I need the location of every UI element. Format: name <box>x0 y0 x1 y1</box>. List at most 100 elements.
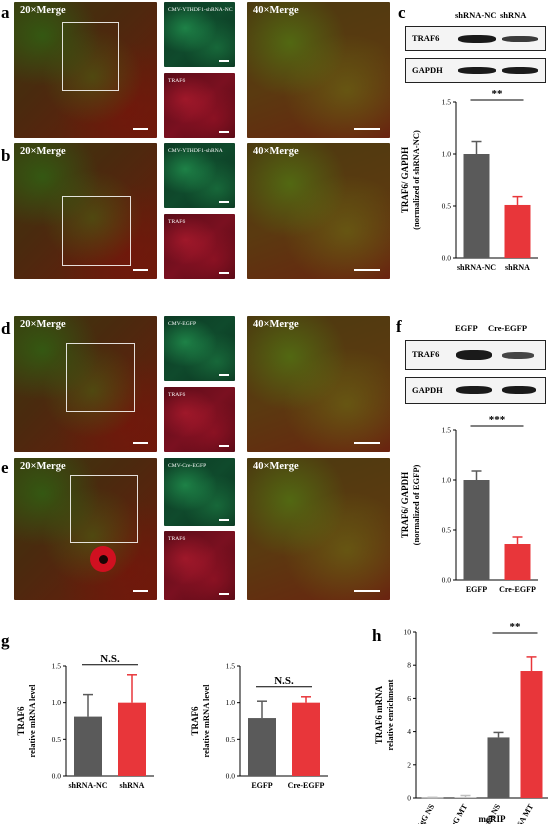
y-tick-label: 0.0 <box>442 254 452 263</box>
scale-bar <box>133 590 148 592</box>
blot-c-traf6: TRAF6 <box>405 26 546 51</box>
scale-bar <box>219 272 229 274</box>
roi-box <box>62 196 131 266</box>
y-tick-label: 0.5 <box>442 526 452 535</box>
micrograph-d-40x-merge: 40×Merge <box>247 316 390 452</box>
y-axis-label: TRAF6 <box>16 706 26 735</box>
panel-label-h: h <box>372 626 382 645</box>
roi-box <box>66 343 135 412</box>
micrograph-a-20x-merge: 20×Merge <box>14 2 157 138</box>
caption-b-green: CMV-YTHDF1-shRNA <box>168 148 223 154</box>
panel-label-b: b <box>1 146 11 165</box>
micrograph-b-green: CMV-YTHDF1-shRNA <box>164 143 235 208</box>
significance-label: N.S. <box>100 653 120 665</box>
y-axis-label-2: relative mRNA level <box>201 684 211 758</box>
caption-20x-merge: 20×Merge <box>20 461 66 472</box>
y-tick-label: 0 <box>407 794 411 803</box>
y-axis-label-2: (normalized of EGFP) <box>411 464 421 545</box>
micrograph-a-red: TRAF6 <box>164 73 235 138</box>
scale-bar <box>219 60 229 62</box>
bar-cre-egfp <box>504 544 531 580</box>
bar-igg-mt <box>454 797 477 798</box>
bar-chart-g2: 0.0 0.5 1.0 1.5 TRAF6 relative mRNA level EGFP… <box>190 662 328 790</box>
y-tick-label: 4 <box>407 727 411 736</box>
blot-c-col-1: shRNA-NC <box>455 10 497 20</box>
micrograph-b-40x-merge: 40×Merge <box>247 143 390 279</box>
y-tick-label: 0.5 <box>52 735 62 744</box>
blot-f-col-1: EGFP <box>455 323 478 333</box>
scale-bar <box>219 131 229 133</box>
micrograph-b-red: TRAF6 <box>164 214 235 279</box>
bar-egfp <box>463 480 490 580</box>
band <box>456 386 492 394</box>
y-axis-label: TRAF6/ GAPDH <box>400 472 410 538</box>
micrograph-d-20x-merge: 20×Merge <box>14 316 157 452</box>
y-tick-label: 1.0 <box>442 476 452 485</box>
micrograph-e-green: CMV-Cre-EGFP <box>164 458 235 526</box>
y-axis-label: TRAF6 mRNA <box>374 685 384 744</box>
caption-e-green: CMV-Cre-EGFP <box>168 463 207 469</box>
band <box>458 35 496 43</box>
micrograph-e-red: TRAF6 <box>164 531 235 600</box>
caption-40x-merge: 40×Merge <box>253 146 299 157</box>
x-tick-label: EGFP <box>251 781 272 790</box>
blot-row-label: GAPDH <box>412 65 443 75</box>
blot-row-label: GAPDH <box>412 385 443 395</box>
panel-label-a: a <box>1 3 10 22</box>
y-tick-label: 0.5 <box>442 202 452 211</box>
scale-bar <box>354 269 380 271</box>
scale-bar <box>219 519 229 521</box>
caption-d-red: TRAF6 <box>168 392 186 398</box>
blot-f-gapdh: GAPDH <box>405 377 546 404</box>
y-tick-label: 0.0 <box>52 772 62 781</box>
y-tick-label: 10 <box>404 628 412 637</box>
caption-e-red: TRAF6 <box>168 536 186 542</box>
micrograph-d-green: CMV-EGFP <box>164 316 235 381</box>
caption-a-green: CMV-YTHDF1-shRNA-NC <box>168 7 233 13</box>
bar-chart-c: 0.0 0.5 1.0 1.5 TRAF6/ GAPDH (normalized of s… <box>400 90 538 272</box>
y-tick-label: 1.5 <box>442 426 452 435</box>
scale-bar <box>219 374 229 376</box>
y-tick-label: 0.0 <box>226 772 236 781</box>
y-axis-label-2: relative enrichment <box>385 679 395 750</box>
y-tick-label: 0.0 <box>442 576 452 585</box>
y-tick-label: 1.5 <box>52 662 62 671</box>
caption-40x-merge: 40×Merge <box>253 319 299 330</box>
blot-row-label: TRAF6 <box>412 33 440 43</box>
y-tick-label: 1.0 <box>52 698 62 707</box>
blood-vessel <box>99 555 108 564</box>
y-axis-label: TRAF6 <box>190 706 200 735</box>
scale-bar <box>219 201 229 203</box>
blot-row-label: TRAF6 <box>412 349 440 359</box>
y-tick-label: 0.5 <box>226 735 236 744</box>
y-tick-label: 1.5 <box>226 662 236 671</box>
y-axis-label-2: (normalized of shRNA-NC) <box>411 130 421 230</box>
blot-f-traf6: TRAF6 <box>405 340 546 370</box>
bar-shrna <box>118 702 146 776</box>
scale-bar <box>354 590 380 592</box>
panel-label-d: d <box>1 319 11 338</box>
bar-chart-g1: 0.0 0.5 1.0 1.5 TRAF6 relative mRNA level shRN… <box>16 653 154 790</box>
x-tick-label: IgG MT <box>447 802 469 824</box>
y-axis-label-2: relative mRNA level <box>27 684 37 758</box>
x-tick-label: Cre-EGFP <box>499 585 536 594</box>
caption-d-green: CMV-EGFP <box>168 321 197 327</box>
band <box>502 36 538 42</box>
bar-egfp <box>248 718 276 776</box>
bar-cre-egfp <box>292 702 320 776</box>
scale-bar <box>133 442 148 444</box>
panel-label-g: g <box>1 631 10 650</box>
band <box>502 386 536 394</box>
x-tick-label: EGFP <box>466 585 487 594</box>
significance-label: ** <box>492 90 504 100</box>
micrograph-d-red: TRAF6 <box>164 387 235 452</box>
x-tick-label: shRNA <box>505 263 530 272</box>
caption-b-red: TRAF6 <box>168 219 186 225</box>
panel-label-e: e <box>1 458 9 477</box>
significance-label: *** <box>489 414 506 426</box>
band <box>502 67 538 74</box>
bar-chart-h: 0 2 4 6 8 10 TRAF6 mRNA relative enrichment IgG … <box>374 621 548 824</box>
bar-shrna-nc <box>74 716 102 776</box>
caption-20x-merge: 20×Merge <box>20 5 66 16</box>
x-tick-label: Cre-EGFP <box>288 781 325 790</box>
